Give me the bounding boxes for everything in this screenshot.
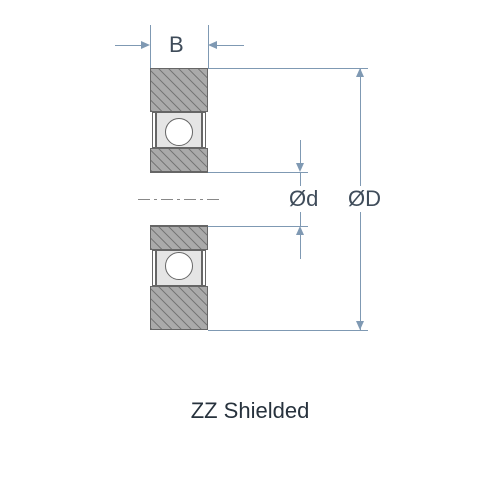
outer-ring-bottom-hatch [151, 287, 207, 329]
dim-b-lead-left [115, 45, 142, 46]
ball-top [165, 118, 193, 146]
centerline [138, 199, 222, 200]
dim-d-ext-bot [208, 226, 308, 227]
dim-b-ext-left [150, 25, 151, 68]
dim-D-arrow-bot [356, 321, 364, 330]
dim-d-label: Ød [286, 186, 321, 212]
dim-D-label: ØD [345, 186, 384, 212]
dim-d-lead-bot [300, 235, 301, 259]
outer-ring-top-hatch [151, 69, 207, 111]
inner-ring-bottom-hatch [151, 227, 207, 249]
inner-ring-top-hatch [151, 149, 207, 171]
bearing-diagram: { "diagram": { "type": "infographic", "d… [0, 0, 500, 500]
dim-b-lead-right [217, 45, 244, 46]
dim-d-ext-top [208, 172, 308, 173]
dim-d-arrow-bot [296, 226, 304, 235]
shield-top-right [202, 112, 206, 148]
dim-d-arrow-top [296, 163, 304, 172]
dim-b-arrow-left [141, 41, 150, 49]
dim-D-ext-bot [208, 330, 368, 331]
dim-b-arrow-right [208, 41, 217, 49]
dim-d-lead-top [300, 140, 301, 164]
dim-D-arrow-top [356, 68, 364, 77]
dim-b-label: B [169, 32, 184, 58]
caption: ZZ Shielded [0, 398, 500, 424]
shield-bottom-right [202, 250, 206, 286]
dim-D-ext-top [208, 68, 368, 69]
ball-bottom [165, 252, 193, 280]
